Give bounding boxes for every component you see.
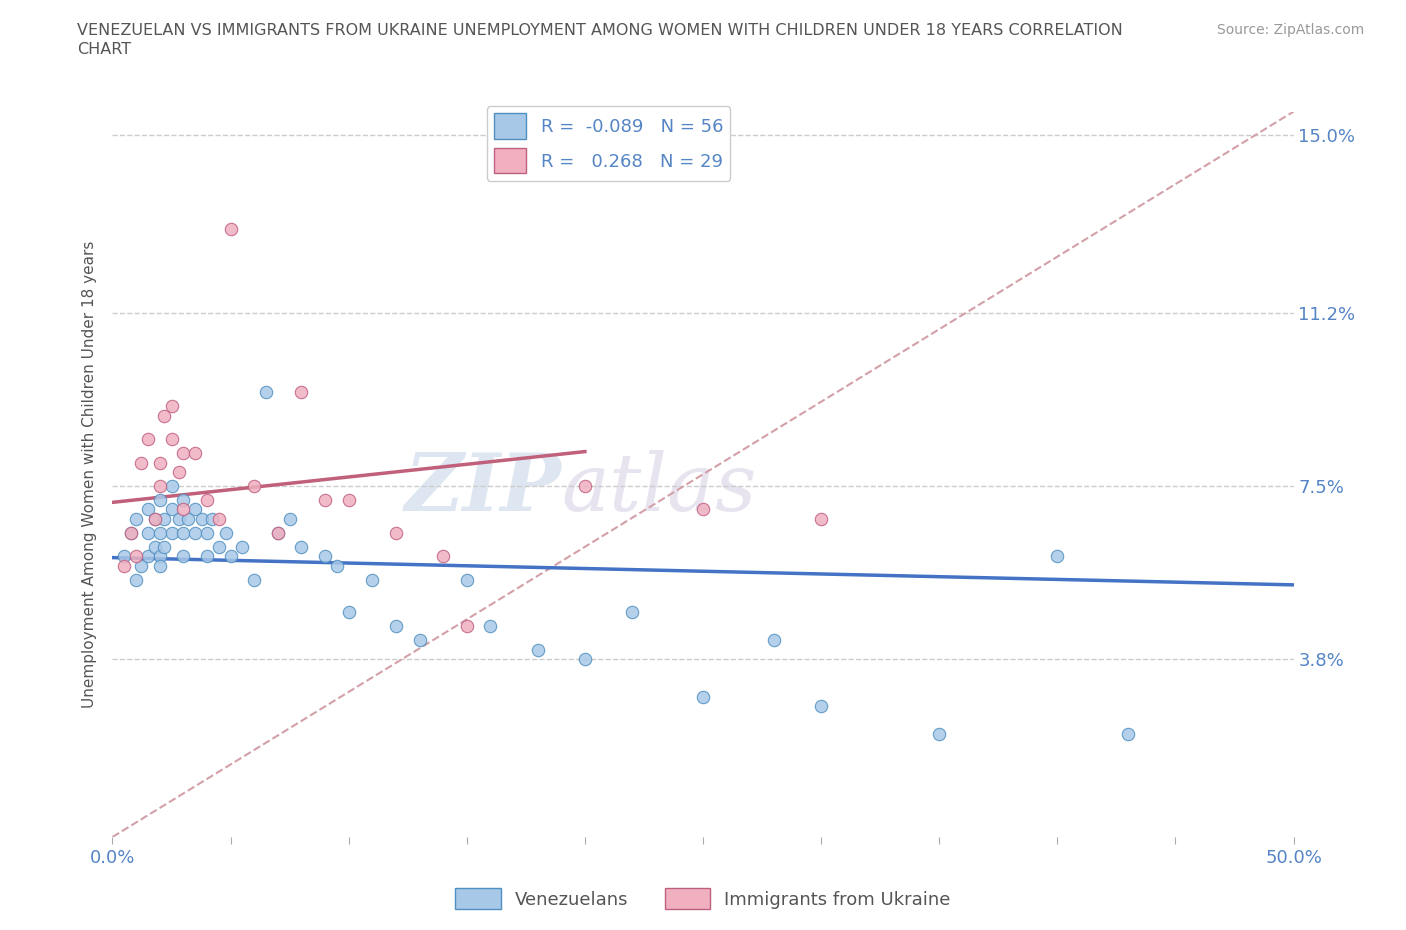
Point — [160, 479, 183, 494]
Point — [201, 512, 224, 526]
Point — [149, 558, 172, 573]
Point — [810, 512, 832, 526]
Text: atlas: atlas — [561, 450, 756, 527]
Point — [184, 525, 207, 540]
Point — [129, 455, 152, 470]
Point — [290, 539, 312, 554]
Point — [479, 619, 502, 634]
Point — [219, 221, 242, 236]
Point — [136, 432, 159, 446]
Point — [928, 726, 950, 741]
Point — [231, 539, 253, 554]
Point — [195, 493, 218, 508]
Point — [278, 512, 301, 526]
Point — [120, 525, 142, 540]
Point — [167, 464, 190, 479]
Point — [149, 549, 172, 564]
Point — [112, 549, 135, 564]
Point — [172, 493, 194, 508]
Text: ZIP: ZIP — [405, 450, 561, 527]
Point — [337, 493, 360, 508]
Legend: Venezuelans, Immigrants from Ukraine: Venezuelans, Immigrants from Ukraine — [449, 881, 957, 916]
Point — [692, 689, 714, 704]
Point — [692, 502, 714, 517]
Point — [136, 502, 159, 517]
Point — [1046, 549, 1069, 564]
Point — [143, 512, 166, 526]
Point — [243, 479, 266, 494]
Point — [149, 479, 172, 494]
Point — [160, 502, 183, 517]
Point — [314, 549, 336, 564]
Point — [172, 525, 194, 540]
Point — [172, 502, 194, 517]
Point — [184, 502, 207, 517]
Point — [219, 549, 242, 564]
Point — [195, 525, 218, 540]
Point — [153, 512, 176, 526]
Point — [574, 479, 596, 494]
Point — [208, 539, 231, 554]
Point — [290, 385, 312, 400]
Point — [160, 399, 183, 414]
Legend: R =  -0.089   N = 56, R =   0.268   N = 29: R = -0.089 N = 56, R = 0.268 N = 29 — [486, 106, 731, 180]
Point — [1116, 726, 1139, 741]
Point — [149, 493, 172, 508]
Point — [125, 512, 148, 526]
Point — [167, 512, 190, 526]
Point — [191, 512, 214, 526]
Point — [243, 572, 266, 587]
Point — [267, 525, 290, 540]
Point — [810, 698, 832, 713]
Point — [143, 512, 166, 526]
Point — [112, 558, 135, 573]
Point — [177, 512, 200, 526]
Point — [314, 493, 336, 508]
Point — [254, 385, 277, 400]
Point — [136, 525, 159, 540]
Point — [762, 633, 785, 648]
Point — [160, 432, 183, 446]
Y-axis label: Unemployment Among Women with Children Under 18 years: Unemployment Among Women with Children U… — [82, 241, 97, 708]
Point — [125, 572, 148, 587]
Point — [172, 445, 194, 460]
Point — [432, 549, 454, 564]
Point — [574, 652, 596, 667]
Point — [361, 572, 384, 587]
Point — [184, 445, 207, 460]
Point — [326, 558, 349, 573]
Text: CHART: CHART — [77, 42, 131, 57]
Text: Source: ZipAtlas.com: Source: ZipAtlas.com — [1216, 23, 1364, 37]
Point — [526, 643, 548, 658]
Point — [129, 558, 152, 573]
Point — [149, 525, 172, 540]
Point — [143, 539, 166, 554]
Point — [153, 539, 176, 554]
Point — [215, 525, 238, 540]
Point — [267, 525, 290, 540]
Point — [385, 619, 408, 634]
Point — [208, 512, 231, 526]
Text: VENEZUELAN VS IMMIGRANTS FROM UKRAINE UNEMPLOYMENT AMONG WOMEN WITH CHILDREN UND: VENEZUELAN VS IMMIGRANTS FROM UKRAINE UN… — [77, 23, 1123, 38]
Point — [125, 549, 148, 564]
Point — [195, 549, 218, 564]
Point — [456, 619, 478, 634]
Point — [149, 455, 172, 470]
Point — [337, 604, 360, 619]
Point — [160, 525, 183, 540]
Point — [456, 572, 478, 587]
Point — [136, 549, 159, 564]
Point — [172, 549, 194, 564]
Point — [385, 525, 408, 540]
Point — [408, 633, 430, 648]
Point — [621, 604, 644, 619]
Point — [153, 408, 176, 423]
Point — [120, 525, 142, 540]
